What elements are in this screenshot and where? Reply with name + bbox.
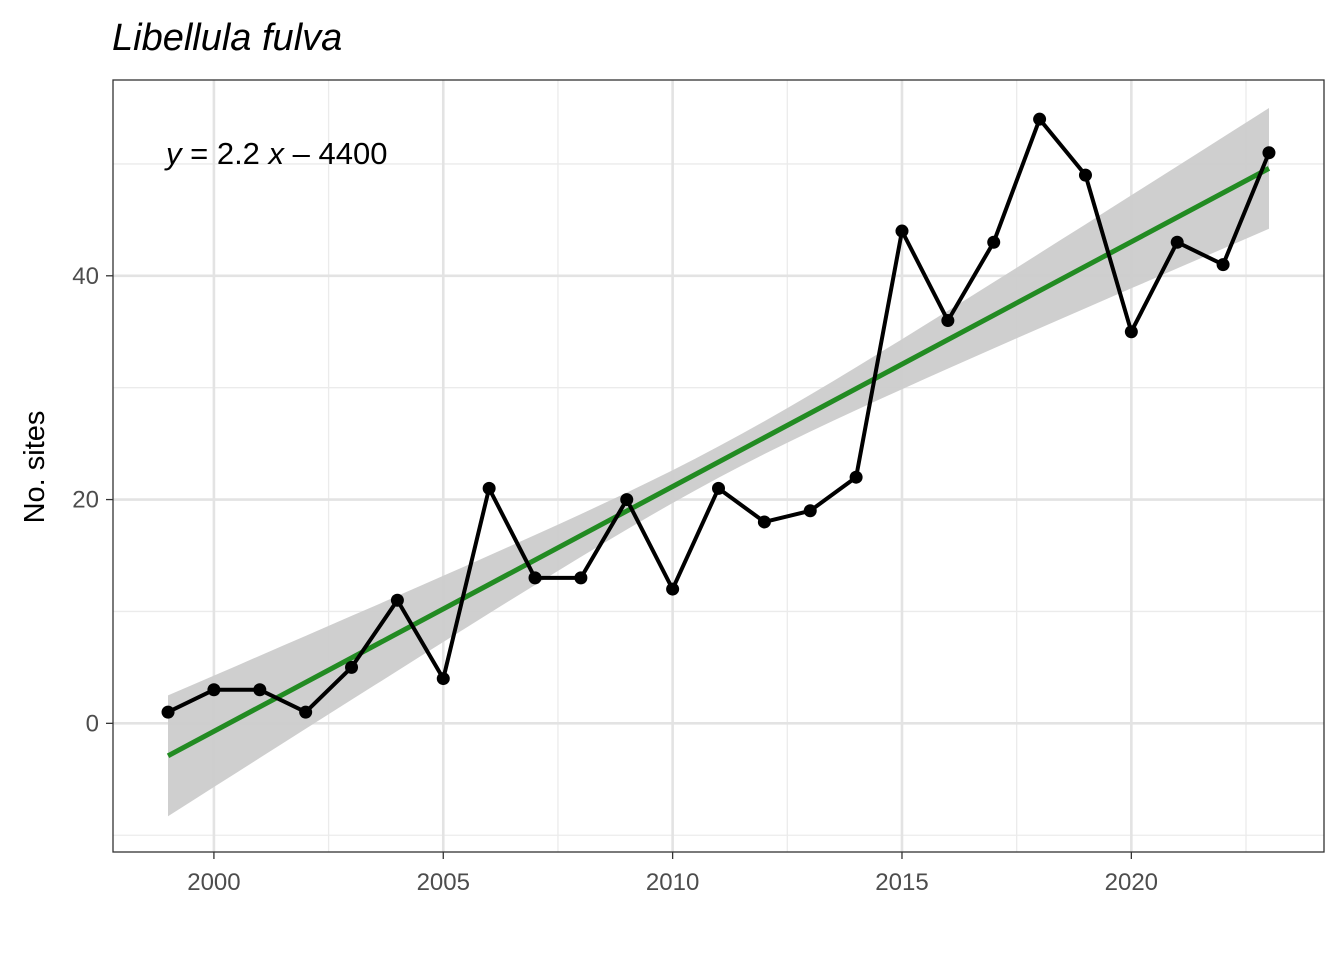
trend-line — [166, 166, 1271, 758]
equation-x-var: x — [267, 136, 286, 171]
x-tick-label: 2000 — [187, 869, 240, 896]
x-tick-label: 2015 — [875, 869, 928, 896]
chart-title: Libellula fulva — [112, 17, 342, 59]
data-point — [1216, 258, 1230, 272]
y-axis: 0 20 40 — [72, 263, 113, 737]
y-tick-label: 40 — [72, 263, 99, 290]
data-point — [712, 481, 725, 495]
data-point — [390, 593, 404, 607]
regression-equation: y = 2.2 x – 4400 — [164, 136, 387, 171]
data-point — [1078, 168, 1092, 182]
y-tick-label: 20 — [72, 487, 99, 514]
x-tick-label: 2005 — [417, 869, 470, 896]
data-point — [207, 683, 221, 697]
data-point — [803, 504, 817, 518]
data-point — [161, 705, 175, 719]
data-point — [620, 493, 634, 507]
equation-rest: – 4400 — [284, 136, 387, 171]
grid-minor — [113, 80, 1324, 852]
points-layer — [161, 112, 1276, 719]
data-point — [528, 571, 542, 585]
data-point — [299, 705, 313, 719]
data-point — [436, 672, 450, 686]
equation-y-var: y — [164, 136, 184, 171]
plot-border — [112, 79, 1325, 853]
x-axis: 2000 2005 2010 2015 2020 — [187, 852, 1158, 896]
data-point — [1033, 112, 1047, 126]
data-point — [895, 224, 909, 238]
data-point — [1170, 235, 1184, 249]
data-point — [757, 515, 771, 529]
data-point — [253, 683, 267, 697]
x-tick-label: 2020 — [1105, 869, 1158, 896]
equation-equals: = 2.2 — [182, 136, 269, 171]
trend-line-layer — [166, 166, 1271, 758]
y-tick-label: 0 — [86, 710, 99, 737]
data-point — [345, 660, 359, 674]
data-point — [849, 470, 863, 484]
data-point — [941, 314, 955, 328]
x-tick-label: 2010 — [646, 869, 699, 896]
data-point — [1262, 146, 1276, 160]
data-point — [666, 582, 680, 596]
data-point — [1124, 325, 1138, 339]
data-point — [987, 235, 1001, 249]
y-axis-title: No. sites — [19, 411, 51, 524]
data-point — [574, 571, 588, 585]
data-point — [482, 481, 496, 495]
